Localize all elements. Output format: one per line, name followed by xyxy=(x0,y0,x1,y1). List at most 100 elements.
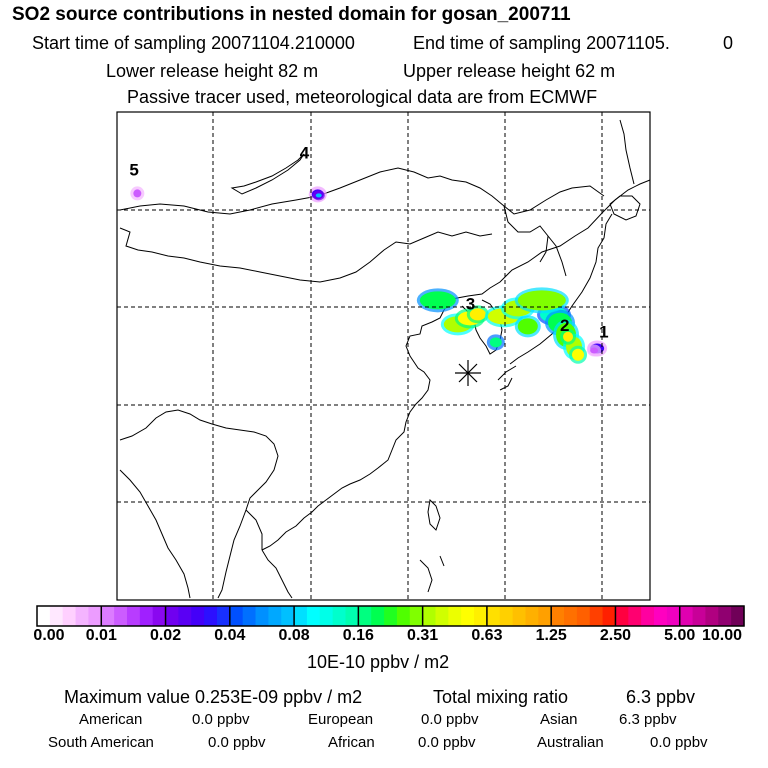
colorbar-cell xyxy=(486,606,501,626)
lake-baikal xyxy=(230,153,305,195)
border-india-region xyxy=(119,469,191,599)
colorbar-cell xyxy=(448,606,462,626)
colorbar-cell xyxy=(628,606,642,626)
colorbar-cell xyxy=(75,606,90,626)
plume-cell xyxy=(469,308,486,321)
end-time-suffix: 0 xyxy=(723,33,734,53)
colorbar-cell xyxy=(152,606,167,626)
source-label: 2 xyxy=(560,316,569,335)
plume-cell xyxy=(489,337,502,348)
colorbar-cell xyxy=(499,606,514,626)
colorbar-cell xyxy=(371,606,385,626)
colorbar-cell xyxy=(191,606,205,626)
colorbar-cell xyxy=(525,606,539,626)
plume-cell xyxy=(563,331,574,342)
map-frame xyxy=(116,111,651,601)
source-labels: 1 2 3 4 5 xyxy=(129,143,608,341)
colorbar-cell xyxy=(564,606,578,626)
coastline-sakhalin xyxy=(619,119,635,185)
colorbar-cell xyxy=(615,606,629,626)
colorbar-tick-label: 10.00 xyxy=(701,627,743,644)
borders xyxy=(119,167,605,599)
colorbar-cell xyxy=(49,606,64,626)
colorbar-cell xyxy=(88,606,102,626)
start-time-label: Start time of sampling 20071104.210000 xyxy=(32,33,355,53)
tracer-note: Passive tracer used, meteorological data… xyxy=(127,87,598,107)
end-time-label: End time of sampling 20071105. xyxy=(413,33,670,53)
colorbar-cell xyxy=(396,606,411,626)
colorbar-tick-label: 0.08 xyxy=(278,627,310,644)
border-indochina xyxy=(245,509,293,599)
region-value: 6.3 ppbv xyxy=(619,711,677,728)
colorbar-unit: 10E-10 ppbv / m2 xyxy=(307,652,450,672)
colorbar-cell xyxy=(332,606,347,626)
colorbar-tick-label: 0.16 xyxy=(342,627,374,644)
total-mixing-value: 6.3 ppbv xyxy=(626,687,696,707)
coastline-japan xyxy=(497,213,613,391)
colorbar-cell xyxy=(666,606,681,626)
colorbar-cell xyxy=(641,606,655,626)
border-southwest xyxy=(119,409,279,599)
colorbar-frame xyxy=(36,605,745,627)
colorbar-tick-label: 0.00 xyxy=(33,627,65,644)
colorbar-cell xyxy=(62,606,77,626)
colorbar-dividers xyxy=(100,606,681,626)
region-name: South American xyxy=(48,734,154,751)
plume-cell xyxy=(517,318,538,335)
colorbar-cell xyxy=(731,606,745,626)
colorbar-cell xyxy=(409,606,424,626)
colorbar-cell xyxy=(139,606,154,626)
colorbar-cell xyxy=(692,606,707,626)
colorbar-tick-label: 0.31 xyxy=(407,627,439,644)
colorbar-cell xyxy=(126,606,141,626)
colorbar-cell xyxy=(319,606,334,626)
colorbar-tick-label: 2.50 xyxy=(599,627,632,644)
chart-title: SO2 source contributions in nested domai… xyxy=(12,4,571,25)
colorbar-cell xyxy=(242,606,257,626)
colorbar-tick-label: 0.04 xyxy=(214,627,246,644)
colorbar-tick-label: 0.02 xyxy=(149,627,182,644)
colorbar-cell xyxy=(679,606,694,626)
region-value: 0.0 ppbv xyxy=(208,734,266,751)
colorbar-cell xyxy=(384,606,398,626)
receptor-marker xyxy=(455,360,481,386)
source-label: 4 xyxy=(300,143,310,162)
colorbar-cell xyxy=(718,606,732,626)
plume-cell xyxy=(133,189,142,198)
grid xyxy=(117,112,650,600)
colorbar-cell xyxy=(294,606,308,626)
colorbar-cell xyxy=(654,606,668,626)
maximum-value: Maximum value 0.253E-09 ppbv / m2 xyxy=(64,687,363,707)
colorbar-cell xyxy=(114,606,128,626)
colorbar-cell xyxy=(538,606,552,626)
colorbar-cell xyxy=(229,606,244,626)
region-name: Asian xyxy=(540,711,578,728)
colorbar-cell xyxy=(358,606,372,626)
region-value: 0.0 ppbv xyxy=(192,711,250,728)
upper-release-height: Upper release height 62 m xyxy=(403,61,616,81)
colorbar-cell xyxy=(589,606,604,626)
colorbar-cell xyxy=(422,606,437,626)
plume-cell xyxy=(517,290,566,311)
colorbar-cell xyxy=(216,606,231,626)
border-mongolia-north xyxy=(119,167,605,215)
region-value: 0.0 ppbv xyxy=(421,711,479,728)
total-mixing-label: Total mixing ratio xyxy=(433,687,569,707)
colorbar-cell xyxy=(705,606,719,626)
region-name: European xyxy=(308,711,374,728)
colorbar-cell xyxy=(435,606,449,626)
border-china-mongolia xyxy=(119,227,493,283)
source-label: 5 xyxy=(129,160,138,179)
colorbar-cell xyxy=(345,606,359,626)
colorbar-tick-label: 5.00 xyxy=(664,627,696,644)
region-value: 0.0 ppbv xyxy=(650,734,708,751)
region-name: African xyxy=(328,734,375,751)
colorbar-tick-label: 0.01 xyxy=(85,627,117,644)
plume-cell xyxy=(315,193,322,198)
source-plumes xyxy=(130,186,608,364)
coastline-philippines xyxy=(419,555,445,593)
colorbar-tick-label: 0.63 xyxy=(471,627,503,644)
region-name: Australian xyxy=(537,734,604,751)
